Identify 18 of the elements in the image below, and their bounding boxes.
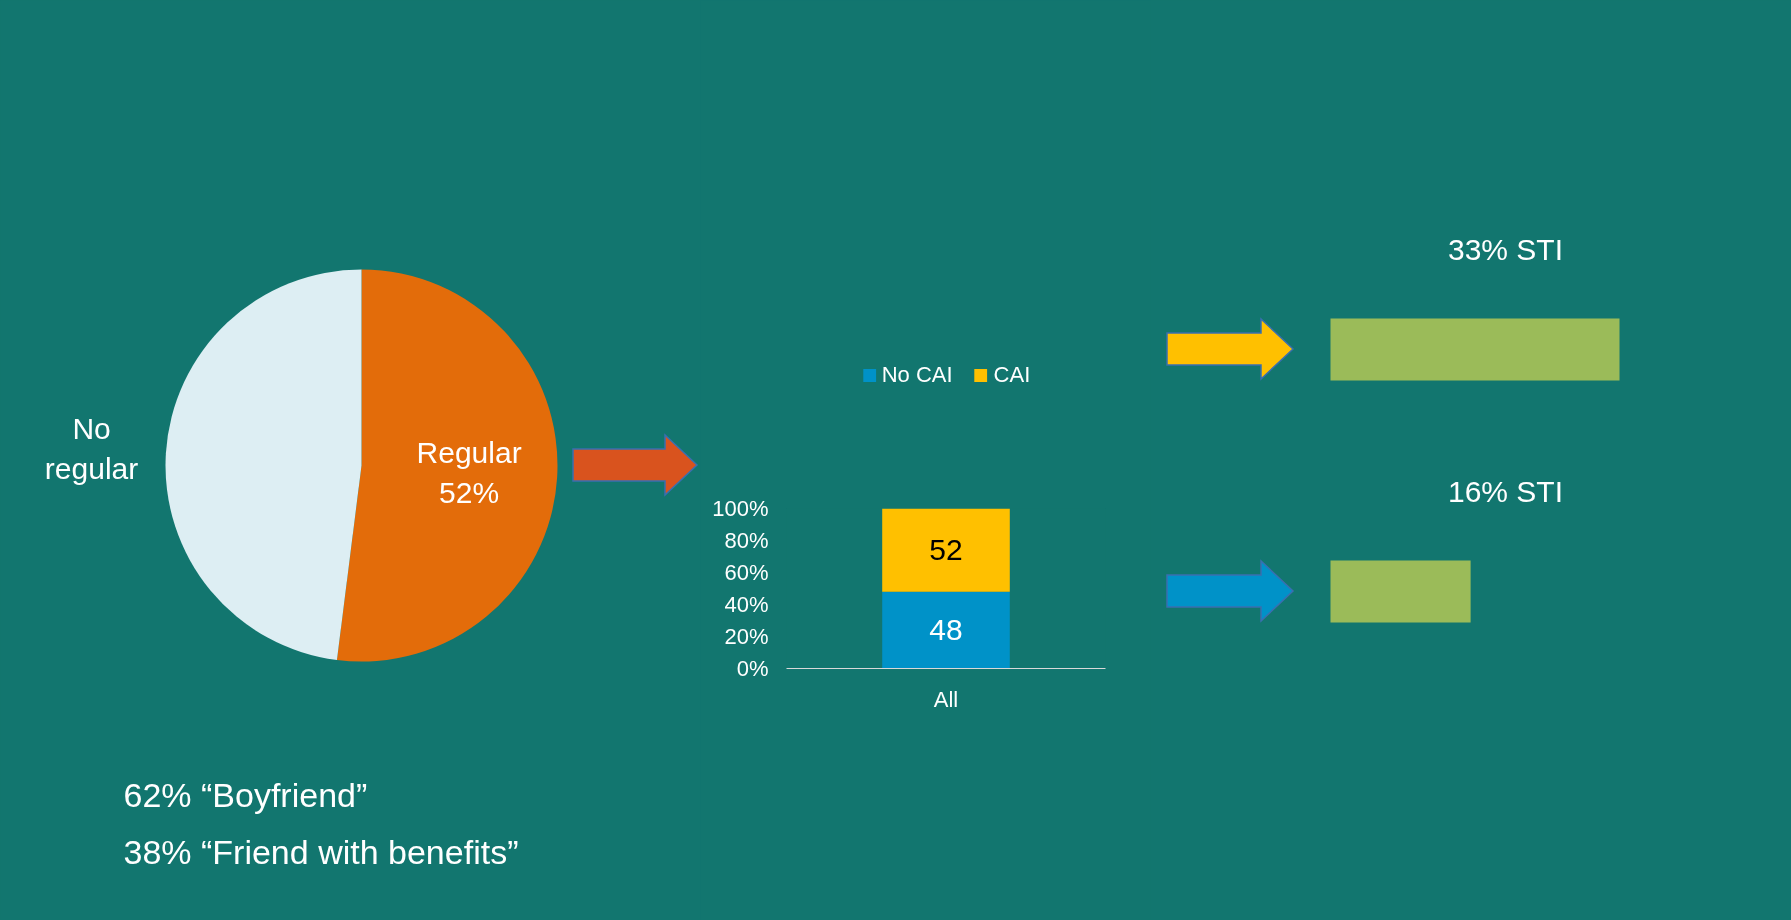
data-label: 16% STI <box>1447 475 1564 508</box>
x-tick-label: All <box>933 686 959 712</box>
legend-label: CAI <box>993 361 1031 388</box>
text: 62% “Boyfriend” <box>123 775 368 814</box>
slice-label: Regular <box>416 435 522 469</box>
y-tick-label: 20% <box>724 624 769 649</box>
y-tick-label: 60% <box>724 560 769 585</box>
y-tick-label: 0% <box>736 656 769 681</box>
y-tick-label: 100% <box>712 496 769 521</box>
text: 38% “Friend with benefits” <box>123 832 519 871</box>
slice-label: No regular <box>44 412 139 485</box>
data-label: 48 <box>929 613 963 647</box>
legend-label: No CAI <box>881 361 953 388</box>
data-label: 52 <box>929 533 963 567</box>
y-tick-label: 80% <box>724 528 769 553</box>
data-label: 52% <box>439 475 500 509</box>
data-label: 33% STI <box>1447 233 1564 266</box>
y-tick-label: 40% <box>724 592 769 617</box>
